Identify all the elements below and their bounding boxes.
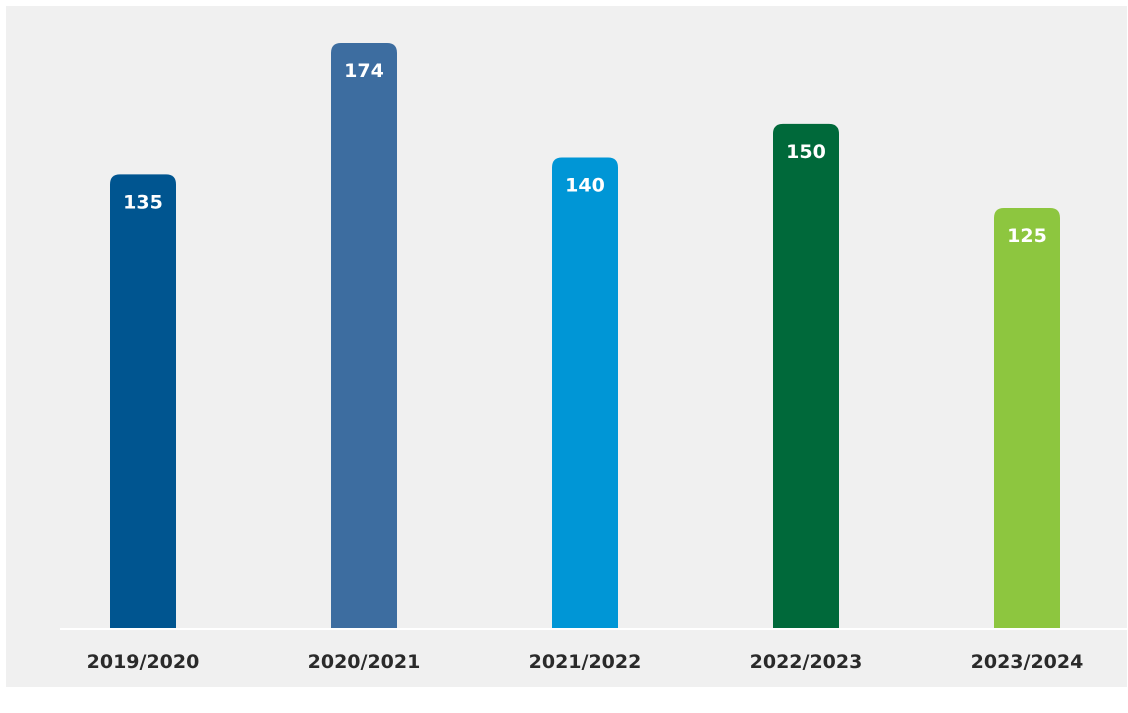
x-tick-label: 2023/2024	[971, 651, 1084, 673]
bar-2019-2020	[110, 174, 176, 629]
bar-2023-2024	[994, 208, 1060, 629]
x-tick-label: 2020/2021	[308, 651, 421, 673]
bar-value-label: 135	[123, 191, 163, 213]
bar-value-label: 125	[1007, 225, 1047, 247]
bar-2020-2021	[331, 43, 397, 629]
bar-2021-2022	[552, 157, 618, 630]
bar-value-label: 140	[565, 175, 605, 197]
x-tick-label: 2022/2023	[750, 651, 863, 673]
x-tick-label: 2019/2020	[87, 651, 200, 673]
x-tick-label: 2021/2022	[529, 651, 642, 673]
x-tick-labels-layer: 2019/2020 2020/2021 2021/2022 2022/2023 2023…	[87, 651, 1084, 673]
bars-layer	[110, 43, 1060, 630]
bar-2022-2023	[773, 123, 839, 630]
bar-value-label: 174	[344, 60, 384, 82]
value-labels-layer: 135 174 140 150 125	[123, 60, 1047, 247]
bar-value-label: 150	[786, 141, 826, 163]
